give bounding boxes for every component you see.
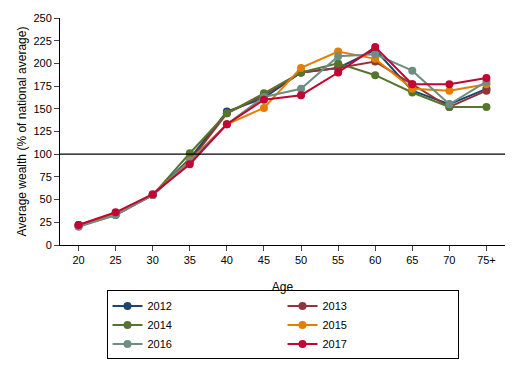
svg-text:175: 175 [33, 80, 51, 92]
svg-text:45: 45 [258, 254, 270, 266]
svg-text:200: 200 [33, 57, 51, 69]
svg-text:40: 40 [221, 254, 233, 266]
svg-text:20: 20 [72, 254, 84, 266]
svg-text:225: 225 [33, 35, 51, 47]
svg-text:30: 30 [147, 254, 159, 266]
svg-text:0: 0 [46, 239, 52, 251]
svg-text:Average wealth (% of national: Average wealth (% of national average) [15, 27, 29, 237]
svg-text:150: 150 [33, 103, 51, 115]
svg-text:60: 60 [369, 254, 381, 266]
svg-text:35: 35 [184, 254, 196, 266]
svg-text:2012: 2012 [148, 300, 172, 312]
svg-text:100: 100 [33, 148, 51, 160]
svg-text:250: 250 [33, 12, 51, 24]
svg-text:2013: 2013 [323, 300, 347, 312]
svg-text:50: 50 [40, 193, 52, 205]
svg-text:25: 25 [110, 254, 122, 266]
svg-text:125: 125 [33, 125, 51, 137]
svg-text:75: 75 [40, 171, 52, 183]
svg-text:2016: 2016 [148, 338, 172, 350]
svg-text:65: 65 [406, 254, 418, 266]
svg-text:55: 55 [332, 254, 344, 266]
svg-text:2015: 2015 [323, 319, 347, 331]
svg-text:50: 50 [295, 254, 307, 266]
svg-text:Age: Age [272, 280, 294, 294]
svg-text:25: 25 [40, 216, 52, 228]
svg-text:2017: 2017 [323, 338, 347, 350]
svg-text:75+: 75+ [477, 254, 496, 266]
svg-text:70: 70 [443, 254, 455, 266]
svg-text:2014: 2014 [148, 319, 172, 331]
